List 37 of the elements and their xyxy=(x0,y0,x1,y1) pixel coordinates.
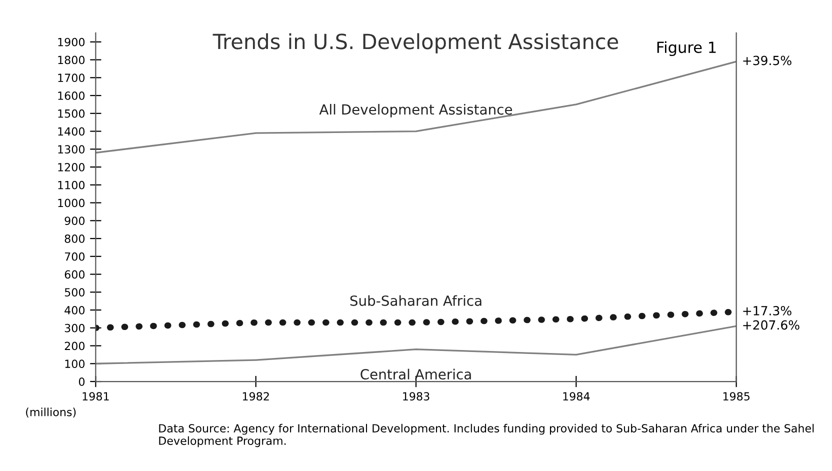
line-series xyxy=(96,325,736,364)
y-tick-label: 300 xyxy=(64,324,85,332)
y-tick-label: 1400 xyxy=(58,127,85,136)
y-tick-label: 1600 xyxy=(58,92,85,100)
series-label: Sub-Saharan Africa xyxy=(350,295,482,306)
text: +17.3% xyxy=(743,306,792,316)
y-tick-label: 1100 xyxy=(58,180,85,190)
y-tick-label: 0 xyxy=(78,377,85,386)
source-note: Data Source: Agency for International Development. Includes funding provided to Sub-Saharan Africa under the Sahel Development Program. xyxy=(159,424,814,448)
y-tick-label: 600 xyxy=(64,270,85,279)
y-tick-label: 1300 xyxy=(58,145,85,154)
y-tick-label: 1200 xyxy=(58,163,85,172)
y-tick-label: 200 xyxy=(64,342,85,350)
y-tick-label: 700 xyxy=(64,252,85,261)
y-tick-label: 800 xyxy=(64,234,85,243)
y-tick-label: 1500 xyxy=(58,109,85,118)
y-tick-label: 1900 xyxy=(58,38,85,46)
y-tick-label: 900 xyxy=(64,216,85,226)
y-tick-label: 1000 xyxy=(58,198,85,208)
y-tick-label: 100 xyxy=(65,360,85,368)
y-tick-label: 500 xyxy=(64,288,85,297)
chart-title: Trends in U.S. Development Assistance xyxy=(212,33,618,54)
annotation: Figure 1 xyxy=(657,41,716,56)
y-axis-title: (millions) xyxy=(26,408,76,418)
line-series xyxy=(96,60,736,154)
x-tick-label: 1982 xyxy=(242,392,269,401)
series-label: All Development Assistance xyxy=(319,104,512,118)
series-label: Central America xyxy=(360,368,471,380)
text: +39.5% xyxy=(743,56,792,66)
x-tick-label: 1981 xyxy=(82,392,109,401)
text: +207.6% xyxy=(743,320,800,330)
y-tick-label: 1800 xyxy=(58,56,85,64)
y-tick-label: 400 xyxy=(64,306,85,314)
x-tick-label: 1983 xyxy=(403,392,430,401)
y-tick-label: 1700 xyxy=(58,74,85,82)
x-tick-label: 1985 xyxy=(723,392,750,401)
x-tick-label: 1984 xyxy=(563,392,590,401)
